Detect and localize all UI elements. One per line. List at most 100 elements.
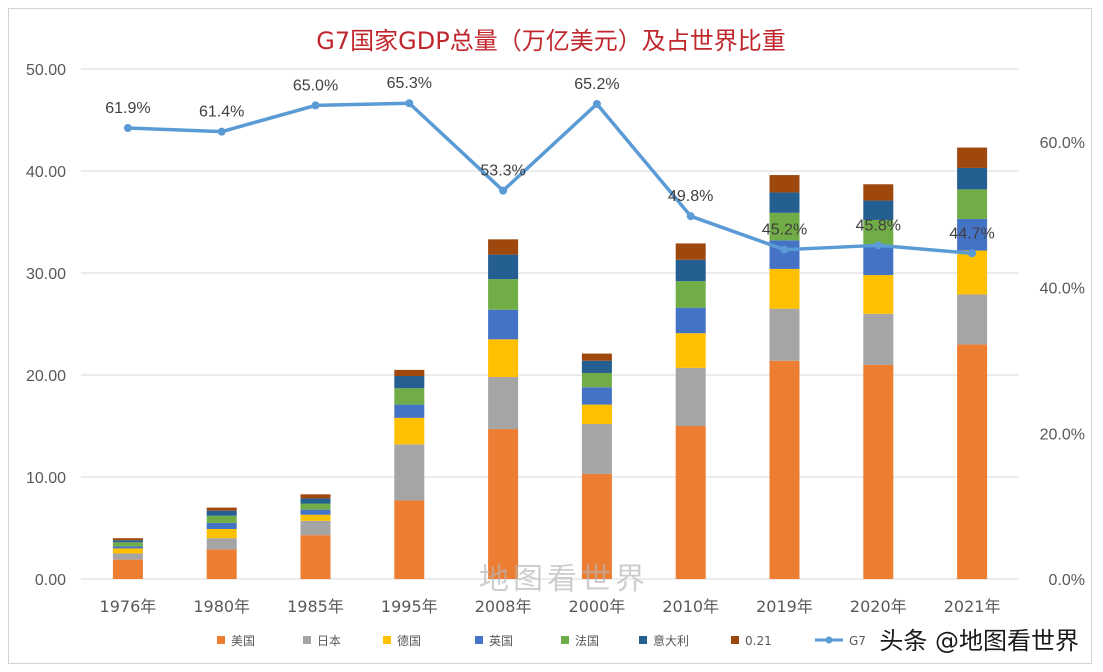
bars bbox=[112, 147, 988, 579]
share-point bbox=[499, 186, 508, 195]
share-data-label: 45.8% bbox=[856, 217, 901, 234]
bar-segment bbox=[206, 510, 237, 516]
bar-segment bbox=[112, 542, 143, 547]
share-point bbox=[217, 127, 226, 136]
bar-segment bbox=[675, 426, 706, 579]
bar-segment bbox=[769, 175, 800, 193]
bar-segment bbox=[581, 360, 612, 373]
bar-segment bbox=[300, 520, 331, 536]
legend: 美国 日本 德国 英国 法国 意大利 0.21 G7 bbox=[217, 633, 866, 648]
y-tick-label: 10.00 bbox=[26, 470, 66, 487]
y-tick-label: 20.00 bbox=[26, 368, 66, 385]
bar-segment bbox=[581, 404, 612, 424]
bar-segment bbox=[300, 514, 331, 521]
bar-segment bbox=[488, 339, 519, 378]
bar-segment bbox=[206, 507, 237, 511]
share-data-label: 53.3% bbox=[480, 163, 525, 180]
share-data-label: 49.8% bbox=[668, 188, 713, 205]
bar-segment bbox=[300, 494, 331, 499]
bar-segment bbox=[300, 503, 331, 510]
bar-segment bbox=[957, 344, 988, 579]
share-data-label: 45.2% bbox=[762, 222, 807, 239]
chart-title: G7国家GDP总量（万亿美元）及占世界比重 bbox=[316, 27, 785, 55]
x-tick-label: 1995年 bbox=[381, 597, 438, 616]
bar-segment bbox=[206, 522, 237, 530]
chart-frame: G7国家GDP总量（万亿美元）及占世界比重 0.00 10.00 20.00 30.0… bbox=[8, 8, 1092, 664]
legend-label: 美国 bbox=[231, 634, 255, 648]
y2-tick-label: 20.0% bbox=[1040, 426, 1085, 443]
y-tick-label: 50.00 bbox=[26, 62, 66, 79]
bar-segment bbox=[769, 308, 800, 361]
share-point bbox=[874, 241, 883, 250]
bar-segment bbox=[394, 404, 425, 418]
bar-segment bbox=[112, 553, 143, 560]
legend-label: 法国 bbox=[575, 634, 599, 648]
bar-segment bbox=[488, 429, 519, 579]
legend-swatch bbox=[303, 636, 311, 644]
y-axis-left: 0.00 10.00 20.00 30.00 40.00 50.00 bbox=[26, 62, 66, 589]
legend-label: 意大利 bbox=[653, 633, 689, 648]
bar-segment bbox=[581, 372, 612, 388]
bar-segment bbox=[112, 548, 143, 554]
share-data-label: 44.7% bbox=[949, 225, 994, 242]
share-line: 61.9% 61.4% 65.0% 65.3% 53.3% 65.2% 49.8% 45.2%… bbox=[105, 75, 995, 258]
legend-swatch bbox=[383, 636, 391, 644]
bar-segment bbox=[300, 509, 331, 515]
y-tick-label: 40.00 bbox=[26, 164, 66, 181]
bar-segment bbox=[863, 246, 894, 276]
share-data-label: 61.4% bbox=[199, 104, 244, 121]
gdp-chart: G7国家GDP总量（万亿美元）及占世界比重 0.00 10.00 20.00 30.0… bbox=[26, 27, 1085, 655]
bar-segment bbox=[488, 309, 519, 340]
bar-segment bbox=[394, 500, 425, 579]
bar-segment bbox=[957, 147, 988, 168]
x-tick-label: 2008年 bbox=[475, 597, 532, 616]
bar-segment bbox=[112, 559, 143, 579]
legend-swatch bbox=[475, 636, 483, 644]
y2-tick-label: 0.0% bbox=[1049, 572, 1085, 589]
bar-segment bbox=[675, 259, 706, 282]
y-tick-label: 30.00 bbox=[26, 266, 66, 283]
x-tick-label: 1980年 bbox=[193, 597, 250, 616]
share-point bbox=[123, 124, 132, 133]
bar-segment bbox=[675, 307, 706, 334]
bar-segment bbox=[863, 364, 894, 579]
x-tick-label: 2020年 bbox=[850, 597, 907, 616]
x-tick-label: 1976年 bbox=[100, 597, 157, 616]
legend-swatch bbox=[561, 636, 569, 644]
share-line-path bbox=[127, 101, 973, 256]
x-tick-label: 2019年 bbox=[756, 597, 813, 616]
bar-segment bbox=[863, 275, 894, 314]
share-point bbox=[686, 212, 695, 221]
bar-segment bbox=[769, 360, 800, 579]
share-point bbox=[780, 245, 789, 254]
legend-label: G7 bbox=[849, 634, 866, 648]
bar-segment bbox=[769, 212, 800, 241]
bar-segment bbox=[206, 515, 237, 523]
bar-segment bbox=[394, 376, 425, 389]
bar-segment bbox=[488, 377, 519, 430]
bar-segment bbox=[206, 549, 237, 579]
bar-segment bbox=[675, 243, 706, 260]
bar-segment bbox=[488, 239, 519, 255]
bar-segment bbox=[957, 167, 988, 190]
x-tick-label: 2021年 bbox=[944, 597, 1001, 616]
legend-label: 德国 bbox=[397, 633, 421, 648]
share-point bbox=[592, 99, 601, 108]
bar-segment bbox=[581, 473, 612, 579]
watermark: 地图看世界 bbox=[479, 562, 649, 597]
share-data-label: 65.0% bbox=[293, 77, 338, 94]
legend-swatch bbox=[731, 636, 739, 644]
y2-tick-label: 60.0% bbox=[1040, 135, 1085, 152]
x-tick-label: 1985年 bbox=[287, 597, 344, 616]
legend-label: 0.21 bbox=[745, 634, 772, 648]
bar-segment bbox=[675, 333, 706, 368]
share-point bbox=[968, 249, 977, 258]
legend-swatch bbox=[639, 636, 647, 644]
share-data-label: 65.2% bbox=[574, 76, 619, 93]
bar-segment bbox=[300, 498, 331, 504]
bar-segment bbox=[488, 254, 519, 280]
legend-line-marker bbox=[825, 636, 833, 644]
bar-segment bbox=[394, 388, 425, 405]
bar-segment bbox=[675, 281, 706, 308]
bar-segment bbox=[112, 538, 143, 541]
